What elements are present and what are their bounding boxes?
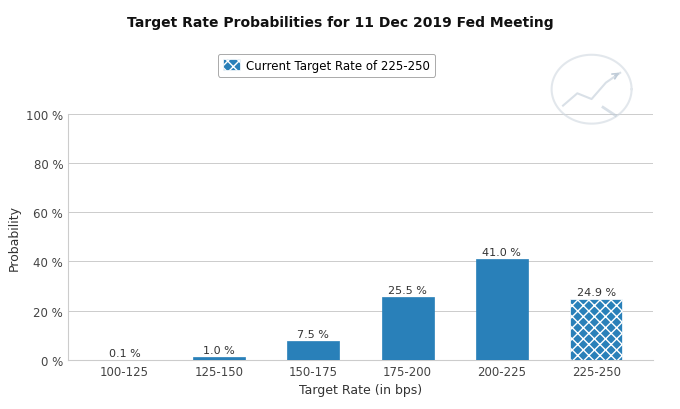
Bar: [571, 299, 622, 360]
Bar: [287, 342, 339, 360]
Text: 25.5 %: 25.5 %: [388, 285, 427, 295]
Text: 0.1 %: 0.1 %: [109, 348, 141, 358]
Bar: [381, 297, 434, 360]
Text: 7.5 %: 7.5 %: [297, 330, 329, 339]
Bar: [476, 259, 528, 360]
Text: Target Rate Probabilities for 11 Dec 2019 Fed Meeting: Target Rate Probabilities for 11 Dec 201…: [126, 16, 554, 30]
Bar: [193, 357, 245, 360]
Text: 1.0 %: 1.0 %: [203, 346, 235, 355]
Text: 41.0 %: 41.0 %: [482, 247, 522, 257]
Text: 24.9 %: 24.9 %: [577, 287, 616, 297]
X-axis label: Target Rate (in bps): Target Rate (in bps): [299, 383, 422, 396]
Legend: Current Target Rate of 225-250: Current Target Rate of 225-250: [218, 55, 435, 77]
Y-axis label: Probability: Probability: [7, 204, 20, 270]
